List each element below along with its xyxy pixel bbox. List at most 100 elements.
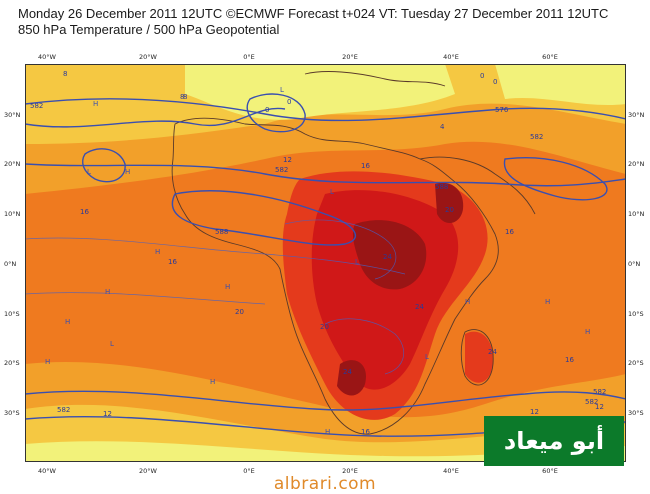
temp-band-cold-north xyxy=(185,64,455,120)
height-label: 582 xyxy=(30,102,43,110)
mediterranean-coastline xyxy=(304,71,446,87)
pressure-mark: L xyxy=(87,168,91,176)
lat-tick: 30°N xyxy=(628,111,645,119)
height-label: 582 xyxy=(585,398,598,406)
temp-label: 8 xyxy=(183,93,187,101)
temp-label: 16 xyxy=(361,428,370,436)
map-canvas: 8 8 0 0 12 16 16 16 20 20 20 24 24 24 24… xyxy=(25,64,626,462)
height-label: 576 xyxy=(495,106,509,114)
lat-tick: 20°N xyxy=(628,160,645,168)
lat-tick: 20°S xyxy=(4,359,20,367)
pressure-mark: H xyxy=(210,378,215,386)
contour-line xyxy=(25,98,626,122)
temp-band-cold-south xyxy=(25,441,626,462)
temp-label: 12 xyxy=(103,410,112,418)
coastlines xyxy=(171,71,536,435)
pressure-mark: H xyxy=(93,100,98,108)
pressure-mark: H xyxy=(105,288,110,296)
pressure-mark: L xyxy=(110,340,114,348)
temp-label: 12 xyxy=(283,156,292,164)
contour-loop xyxy=(246,93,306,133)
temp-label: 8 xyxy=(63,70,67,78)
temp-label: 16 xyxy=(565,356,574,364)
pressure-mark: L xyxy=(425,353,429,361)
temp-label: 16 xyxy=(168,258,177,266)
contour-line xyxy=(25,107,286,128)
temp-label: 20 xyxy=(235,308,244,316)
height-label: 582 xyxy=(593,388,606,396)
contour-loop xyxy=(171,190,357,246)
pressure-mark: L xyxy=(280,86,284,94)
height-label: 582 xyxy=(57,406,70,414)
contour-loop xyxy=(82,148,126,183)
temp-label: 0 xyxy=(493,78,497,86)
height-label: 588 xyxy=(215,228,228,236)
forecast-map: 8 8 0 0 12 16 16 16 20 20 20 24 24 24 24… xyxy=(25,64,626,462)
contour-value-labels: 8 8 0 0 12 16 16 16 20 20 20 24 24 24 24… xyxy=(30,70,606,436)
site-watermark: albrari.com xyxy=(273,474,377,494)
forecast-title: Monday 26 December 2011 12UTC ©ECMWF For… xyxy=(18,6,609,21)
temp-label: 12 xyxy=(530,408,539,416)
lon-tick: 40°E xyxy=(443,53,459,61)
pressure-mark: H xyxy=(585,328,590,336)
temp-label: 0 xyxy=(480,72,484,80)
contour-line xyxy=(25,390,626,411)
temp-label: 16 xyxy=(505,228,514,236)
lon-tick: 40°W xyxy=(38,467,56,475)
contour-line xyxy=(25,163,626,187)
temp-label: 16 xyxy=(80,208,89,216)
temp-label: 16 xyxy=(361,162,370,170)
lat-tick: 0°N xyxy=(4,260,17,268)
pressure-mark: H xyxy=(545,298,550,306)
temp-label: 0 xyxy=(265,106,269,114)
pressure-mark: H xyxy=(65,318,70,326)
isotherm-line xyxy=(25,237,406,275)
pressure-mark: L xyxy=(355,258,359,266)
lon-tick: 40°E xyxy=(443,467,459,475)
pressure-mark: H xyxy=(465,298,470,306)
lat-tick: 10°N xyxy=(628,210,645,218)
isotherms xyxy=(25,219,406,375)
contour-loop xyxy=(503,157,608,201)
height-label: 582 xyxy=(275,166,288,174)
lat-tick: 30°N xyxy=(4,111,21,119)
pressure-mark: H xyxy=(45,358,50,366)
isotherm-line xyxy=(25,292,266,305)
lon-tick: 0°E xyxy=(243,53,255,61)
forecast-subtitle: 850 hPa Temperature / 500 hPa Geopotenti… xyxy=(18,22,280,37)
lat-tick: 20°N xyxy=(4,160,21,168)
temp-label: 20 xyxy=(320,323,329,331)
temp-label: 24 xyxy=(415,303,424,311)
temp-label: 24 xyxy=(343,368,352,376)
temp-band-hottest-south xyxy=(337,360,366,396)
temp-label: 12 xyxy=(595,403,604,411)
africa-coastline xyxy=(171,117,499,435)
pressure-markers: H H H H L L L H H L H H L H L H H H xyxy=(45,86,590,436)
logo-text: أبو ميعاد xyxy=(503,427,605,455)
pressure-mark: H xyxy=(225,283,230,291)
map-frame xyxy=(25,64,626,462)
lon-tick: 60°E xyxy=(542,53,558,61)
temp-label: 24 xyxy=(488,348,497,356)
lon-tick: 0°E xyxy=(243,467,255,475)
arabia-coastline xyxy=(419,156,536,215)
lon-tick: 20°E xyxy=(342,53,358,61)
lon-tick: 20°W xyxy=(139,53,157,61)
lat-tick: 30°S xyxy=(4,409,20,417)
lon-tick: 40°W xyxy=(38,53,56,61)
temp-band-hottest-north xyxy=(352,220,427,290)
temp-band-hot-madagascar xyxy=(465,331,494,383)
temp-band-cold-northeast xyxy=(495,64,626,106)
lat-tick: 20°S xyxy=(628,359,644,367)
lon-tick: 20°E xyxy=(342,467,358,475)
isotherm-line xyxy=(284,219,397,280)
height-label: 582 xyxy=(530,133,543,141)
pressure-mark: H xyxy=(325,428,330,436)
height-label: 588 xyxy=(435,183,448,191)
pressure-mark: L xyxy=(330,188,334,196)
chart-header: Monday 26 December 2011 12UTC ©ECMWF For… xyxy=(18,6,608,38)
madagascar-coastline xyxy=(460,329,494,386)
pressure-mark: H xyxy=(155,248,160,256)
lat-tick: 10°N xyxy=(4,210,21,218)
lat-tick: 10°S xyxy=(4,310,20,318)
